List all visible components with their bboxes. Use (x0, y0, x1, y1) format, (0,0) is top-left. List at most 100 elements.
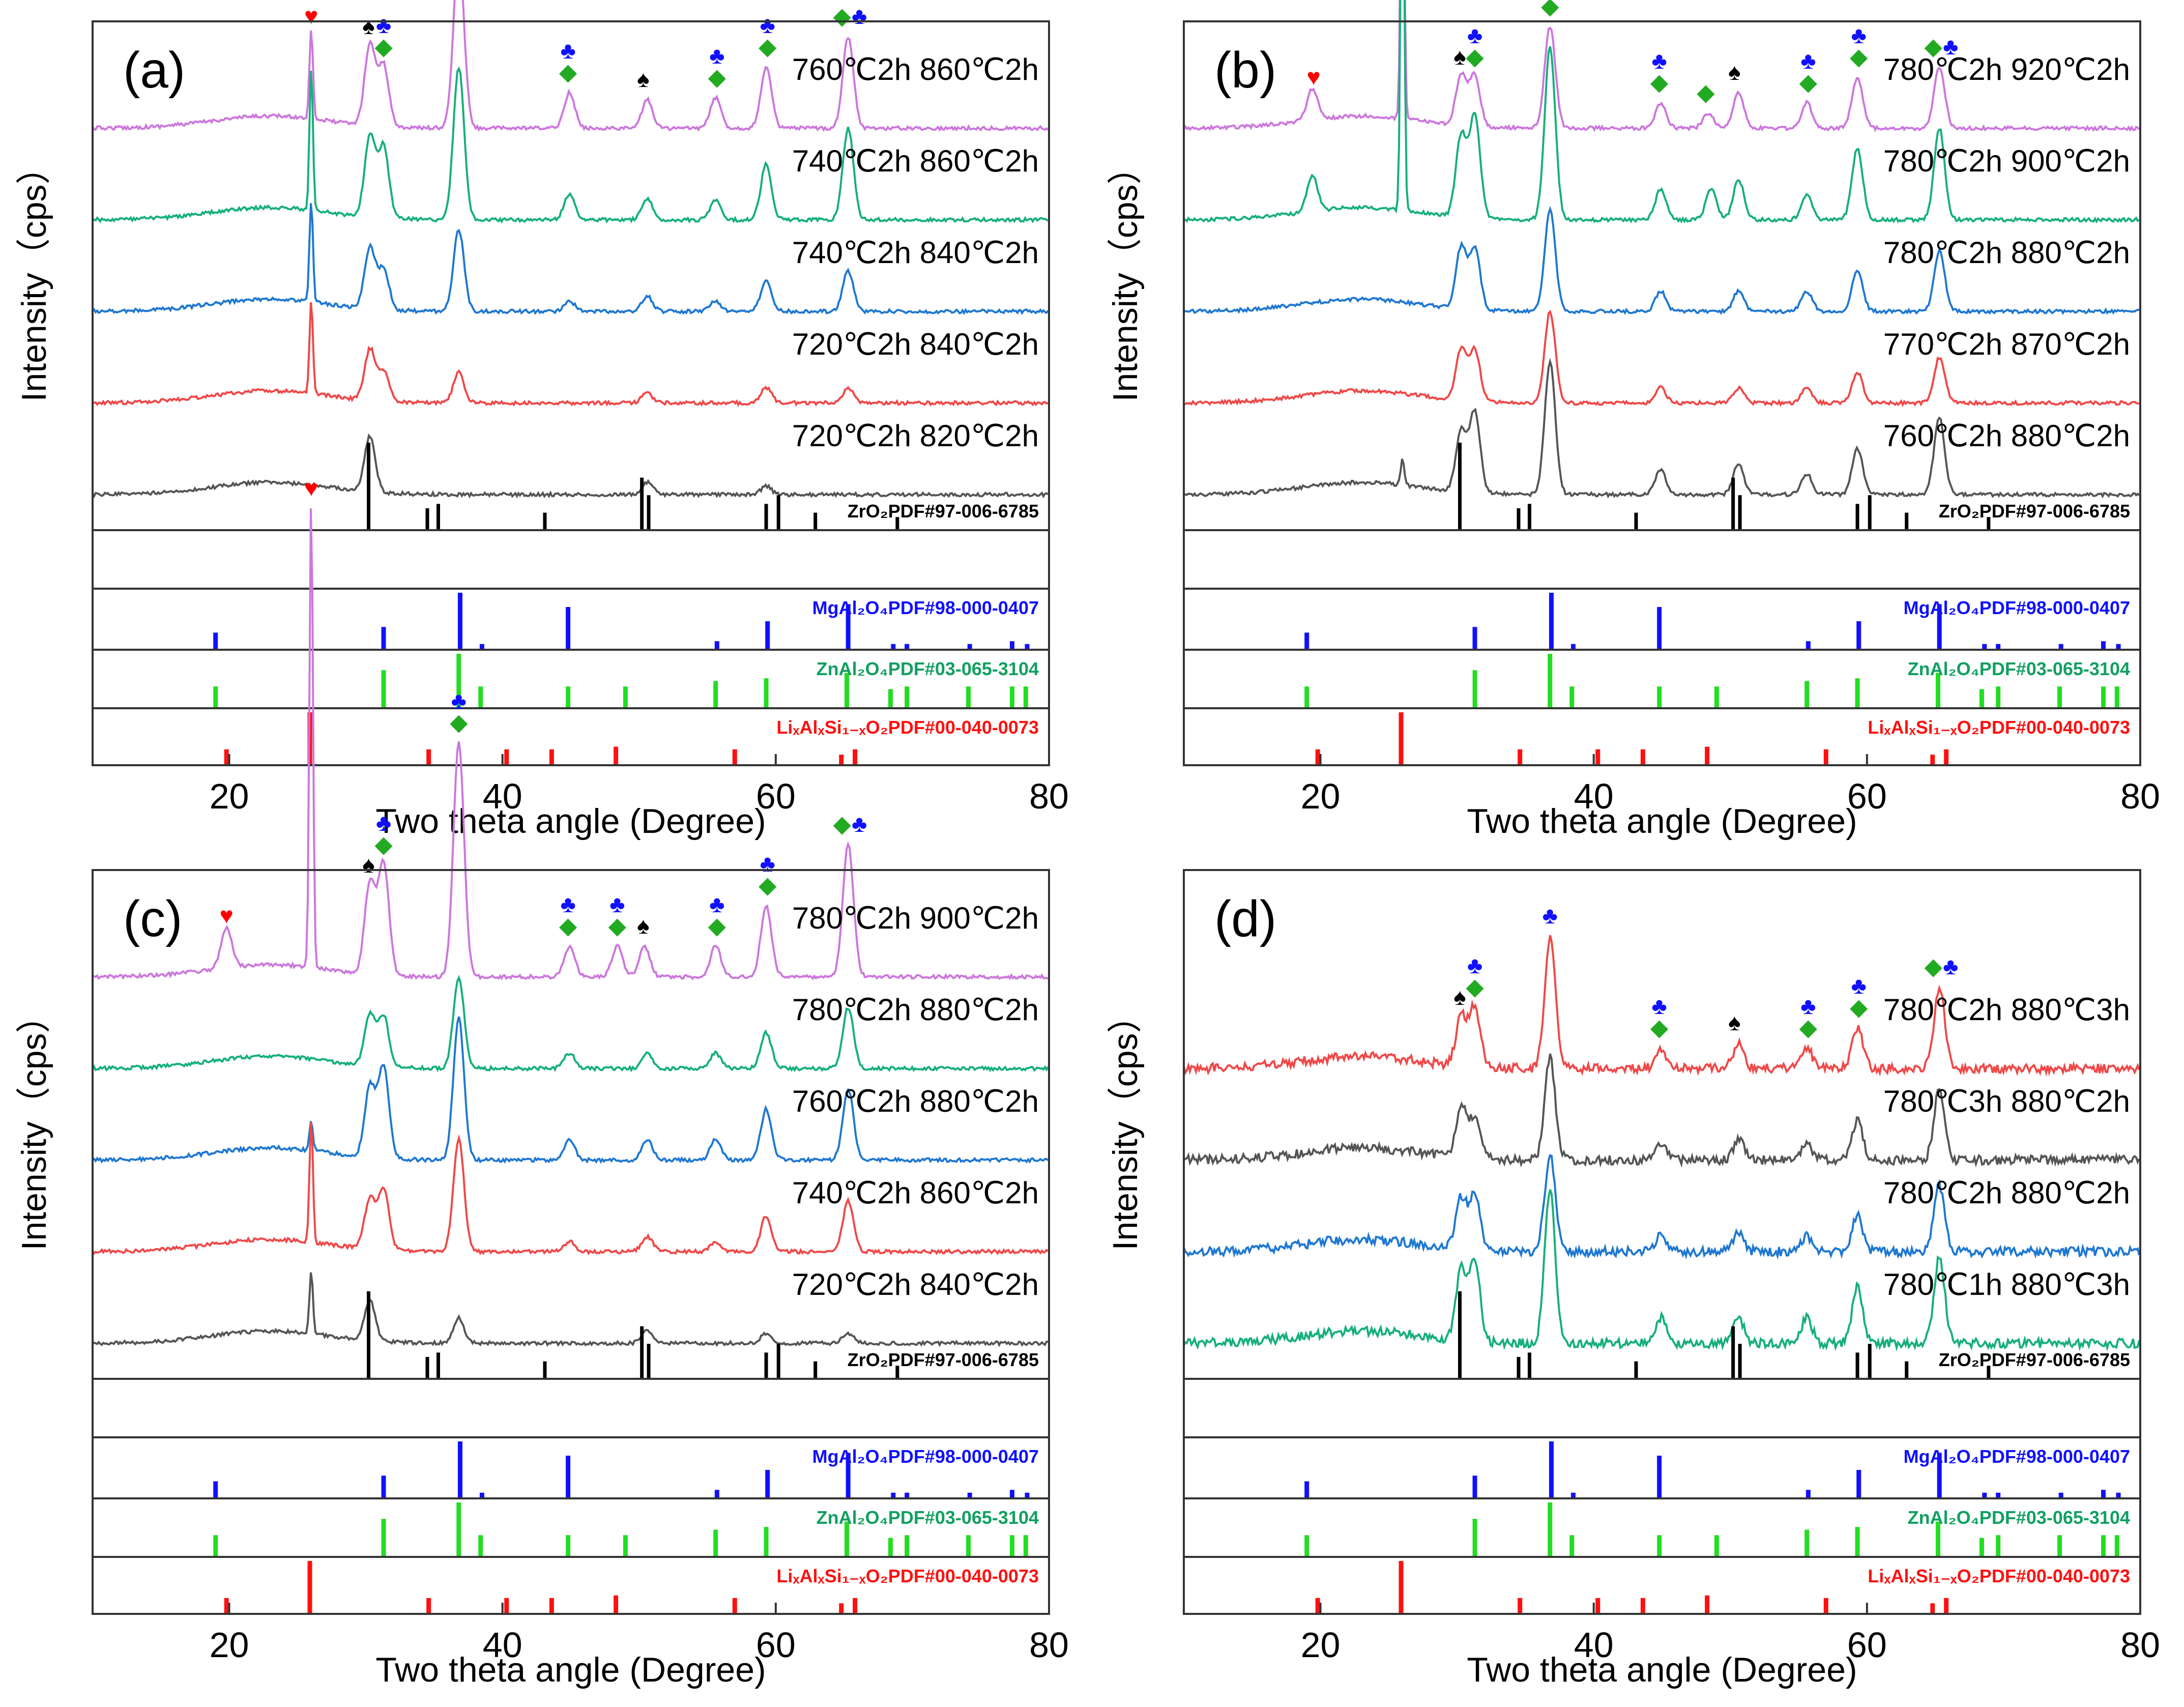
club-icon: ♣ (760, 12, 775, 38)
reference-label: ZnAl₂O₄PDF#03-065-3104 (1908, 658, 2130, 679)
club-icon: ♣ (561, 891, 576, 917)
diamond-icon: ◆ (833, 3, 852, 29)
reference-label: ZnAl₂O₄PDF#03-065-3104 (1908, 1507, 2130, 1528)
panel-d-curve-labels: 780℃2h 880℃3h 780℃3h 880℃2h 780℃2h 880℃2h 7… (1883, 993, 2130, 1301)
club-icon: ♣ (451, 687, 467, 714)
panel-label: (b) (1214, 42, 1276, 99)
series-label: 720℃2h 840℃2h (792, 327, 1039, 361)
club-icon: ♣ (1467, 22, 1482, 48)
series-label: 760℃2h 880℃2h (792, 1084, 1039, 1118)
reference-label: ZnAl₂O₄PDF#03-065-3104 (817, 1507, 1039, 1528)
x-axis-title: Two theta angle (Degree) (375, 1651, 766, 1689)
panel-b-reference-labels: ZrO₂PDF#97-006-6785 MgAl₂O₄PDF#98-000-040… (1868, 501, 2130, 738)
club-icon: ♣ (760, 850, 775, 877)
diamond-icon: ◆ (759, 33, 777, 60)
panel-b-peak-markers: ♥♥♠◆♣◆♣◆♣◆♠◆♣◆♣◆♣ (1306, 0, 1958, 105)
diamond-icon: ◆ (1850, 994, 1868, 1020)
panel-a-frame (92, 20, 1050, 766)
diamond-icon: ◆ (1650, 1014, 1669, 1040)
diamond-icon: ◆ (559, 912, 577, 939)
panel-label: (d) (1214, 890, 1276, 947)
panel-b-reference-sticks (1304, 443, 2121, 765)
heart-icon: ♥ (304, 475, 318, 501)
heart-icon: ♥ (304, 3, 318, 29)
series-line (92, 1122, 1049, 1256)
heart-icon: ♥ (220, 902, 234, 929)
panel-b-curves (1183, 0, 2140, 499)
club-icon: ♣ (852, 3, 867, 29)
panel-c-curve-labels: 780℃2h 900℃2h 780℃2h 880℃2h 760℃2h 880℃2h 7… (792, 901, 1039, 1301)
series-line (92, 203, 1049, 315)
heart-icon: ♥ (1306, 64, 1320, 90)
x-tick-label: 40 (483, 776, 522, 816)
series-label: 780℃2h 900℃2h (792, 901, 1039, 935)
panel-a-reference-labels: ZrO₂PDF#97-006-6785 MgAl₂O₄PDF#98-000-040… (776, 501, 1039, 738)
y-axis-title: Intensity（cps） (15, 998, 53, 1250)
club-icon: ♣ (376, 809, 391, 836)
spade-icon: ♠ (362, 13, 374, 39)
panel-label: (c) (123, 890, 183, 947)
y-axis-title: Intensity（cps） (1106, 150, 1145, 401)
series-label: 780℃2h 880℃2h (1883, 1176, 2130, 1210)
club-icon: ♣ (1943, 33, 1958, 60)
series-line (1183, 1189, 2140, 1352)
series-label: 770℃2h 870℃2h (1883, 327, 2130, 361)
x-tick-label: 80 (1029, 1625, 1069, 1665)
panel-d: ♠ ◆♣♣◆♣♠ ◆♣ ◆♣◆ ♣ 20 40 60 80 (d) 780℃2h 880℃3h… (1106, 869, 2160, 1689)
series-line (92, 508, 1049, 980)
x-axis-title: Two theta angle (Degree) (1467, 1651, 1857, 1689)
series-line (1183, 1154, 2140, 1260)
series-label: 780℃2h 880℃3h (1883, 993, 2130, 1027)
reference-label: LiₓAlₓSi₁₋ₓO₂PDF#00-040-0073 (776, 717, 1039, 738)
plot-frame (92, 20, 1050, 766)
series-line (1183, 1053, 2140, 1168)
panel-a-reference-sticks (213, 443, 1030, 765)
club-icon: ♣ (1652, 47, 1667, 74)
plot-frame (1183, 869, 2141, 1615)
x-tick-label: 60 (756, 1625, 796, 1665)
panel-a-peak-markers: ♥♠◆♣◆♣◆♣♠◆♣◆♣◆♣ (304, 3, 867, 92)
panel-a-curve-labels: 760℃2h 860℃2h 740℃2h 860℃2h 740℃2h 840℃2h 7… (792, 52, 1039, 453)
panel-d-curves (1183, 935, 2140, 1352)
spade-icon: ♠ (637, 912, 649, 939)
panel-b-curve-labels: 780℃2h 920℃2h 780℃2h 900℃2h 780℃2h 880℃2h 7… (1883, 52, 2130, 453)
club-icon: ♣ (1542, 902, 1558, 929)
club-icon: ♣ (709, 891, 724, 917)
x-tick-label: 60 (1847, 1625, 1887, 1665)
series-line (92, 433, 1049, 499)
series-label: 740℃2h 840℃2h (792, 236, 1039, 270)
club-icon: ♣ (1851, 22, 1867, 48)
reference-label: ZrO₂PDF#97-006-6785 (848, 501, 1039, 522)
reference-label: MgAl₂O₄PDF#98-000-0407 (812, 597, 1039, 618)
series-line (1183, 309, 2140, 408)
x-tick-label: 60 (756, 776, 796, 816)
series-line (1183, 0, 2140, 224)
series-label: 740℃2h 860℃2h (792, 1176, 1039, 1210)
panel-label: (a) (123, 42, 185, 99)
series-line (1183, 0, 2140, 132)
diamond-icon: ◆ (759, 872, 777, 898)
panel-c-curves (92, 508, 1049, 1347)
club-icon: ♣ (1652, 993, 1667, 1019)
x-tick-label: 20 (210, 1625, 249, 1665)
x-tick-label: 40 (483, 1625, 522, 1665)
series-label: 720℃2h 840℃2h (792, 1267, 1039, 1301)
panel-d-frame (1183, 869, 2141, 1615)
series-line (1183, 206, 2140, 315)
diamond-icon: ◆ (833, 811, 852, 837)
panel-c-peak-markers: ♥♥♠◆♣◆♣◆♣◆♣♠ ◆♣◆♣◆ ♣ (220, 475, 867, 939)
diamond-icon: ◆ (1650, 69, 1669, 95)
series-line (92, 1272, 1048, 1347)
club-icon: ♣ (1943, 953, 1958, 979)
diamond-icon: ◆ (1925, 33, 1943, 60)
club-icon: ♣ (1800, 993, 1816, 1019)
x-tick-label: 40 (1574, 1625, 1614, 1665)
panel-a-curves (92, 0, 1049, 499)
spade-icon: ♠ (1728, 1009, 1740, 1035)
spade-icon: ♠ (1453, 43, 1466, 70)
diamond-icon: ◆ (708, 64, 726, 90)
reference-label: MgAl₂O₄PDF#98-000-0407 (812, 1446, 1039, 1467)
